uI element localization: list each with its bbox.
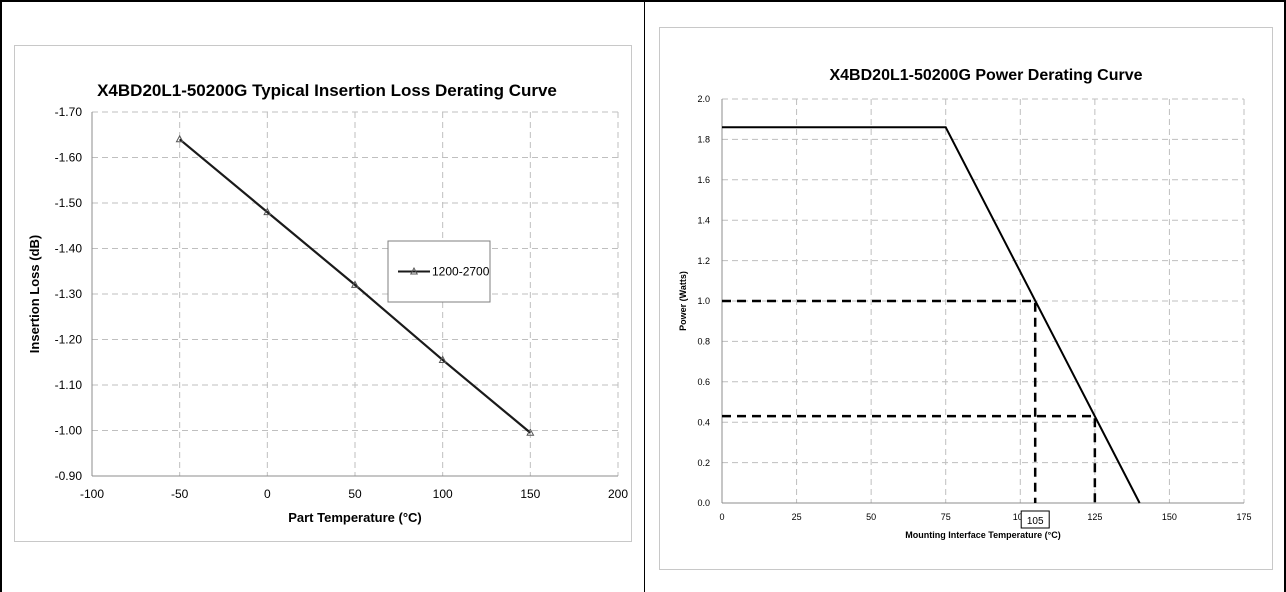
x-axis-label: Mounting Interface Temperature (°C) — [905, 530, 1060, 540]
x-tick-label: 0 — [719, 512, 724, 522]
x-tick-label: -50 — [171, 487, 189, 501]
x-tick-label: 100 — [1013, 512, 1028, 522]
x-axis-label: Part Temperature (°C) — [288, 510, 422, 525]
chart-title: X4BD20L1-50200G Power Derating Curve — [829, 67, 1142, 84]
x-tick-label: -100 — [80, 487, 104, 501]
x-tick-label: 25 — [792, 512, 802, 522]
y-tick-label: 0.4 — [697, 417, 710, 427]
y-tick-label: 1.2 — [697, 256, 710, 266]
series-line-1 — [178, 138, 532, 434]
reference-line-2 — [722, 414, 1097, 503]
x-tick-label: 200 — [608, 487, 628, 501]
y-tick-label: -1.00 — [55, 424, 83, 438]
data-point — [526, 428, 535, 436]
y-tick-label: 0.8 — [697, 337, 710, 347]
data-point — [350, 280, 360, 288]
data-point — [438, 355, 447, 363]
chart-insertion-loss: X4BD20L1-50200G Typical Insertion Loss D… — [14, 45, 632, 542]
legend-marker — [409, 266, 419, 275]
panel-insertion-loss: X4BD20L1-50200G Typical Insertion Loss D… — [0, 0, 645, 592]
y-tick-label: -1.40 — [55, 242, 83, 256]
y-tick-label: -1.30 — [55, 287, 83, 301]
chart-title: X4BD20L1-50200G Typical Insertion Loss D… — [97, 81, 557, 100]
legend-entry: 1200-2700 — [432, 265, 490, 279]
y-tick-label: 1.6 — [697, 175, 710, 185]
y-axis-label: Insertion Loss (dB) — [27, 235, 42, 353]
x-tick-label: 75 — [941, 512, 951, 522]
x-tick-label: 175 — [1236, 512, 1251, 522]
legend: 1200-2700 — [387, 240, 491, 303]
x-tick-label: 150 — [520, 487, 540, 501]
chart-insertion-loss-svg: X4BD20L1-50200G Typical Insertion Loss D… — [27, 81, 628, 525]
y-tick-label: -0.90 — [55, 469, 83, 483]
data-point — [175, 134, 184, 143]
y-tick-label: 0.6 — [697, 377, 710, 387]
x-tick-label: 125 — [1087, 512, 1102, 522]
y-tick-label: 1.4 — [697, 215, 710, 225]
x-tick-label: 0 — [264, 487, 271, 501]
y-tick-label: 0.0 — [697, 498, 710, 508]
data-point — [263, 207, 272, 216]
chart-power-derating: X4BD20L1-50200G Power Derating Curve 0 25 5… — [659, 27, 1273, 570]
y-axis-label: Power (Watts) — [678, 271, 688, 331]
x-tick-label: 150 — [1162, 512, 1177, 522]
series-line-1 — [722, 126, 1141, 504]
panel-power-derating: X4BD20L1-50200G Power Derating Curve 0 25 5… — [645, 0, 1286, 592]
y-tick-label: 2.0 — [697, 94, 710, 104]
y-tick-label: 0.2 — [697, 458, 710, 468]
y-tick-label: 1.0 — [697, 296, 710, 306]
x-tick-label: 100 — [433, 487, 453, 501]
chart-power-derating-svg: X4BD20L1-50200G Power Derating Curve 0 25 5… — [678, 67, 1252, 540]
annotation-box — [1020, 510, 1050, 529]
y-tick-label: -1.50 — [55, 196, 83, 210]
annotation-callout: 105 — [1020, 510, 1050, 529]
annotation-label: 105 — [1027, 516, 1044, 527]
y-tick-label: -1.70 — [55, 105, 83, 119]
y-tick-label: -1.10 — [55, 378, 83, 392]
reference-line-1 — [722, 299, 1037, 503]
y-tick-label: -1.20 — [55, 333, 83, 347]
y-tick-label: 1.8 — [697, 135, 710, 145]
x-tick-label: 50 — [348, 487, 362, 501]
x-tick-label: 50 — [866, 512, 876, 522]
y-tick-label: -1.60 — [55, 151, 83, 165]
